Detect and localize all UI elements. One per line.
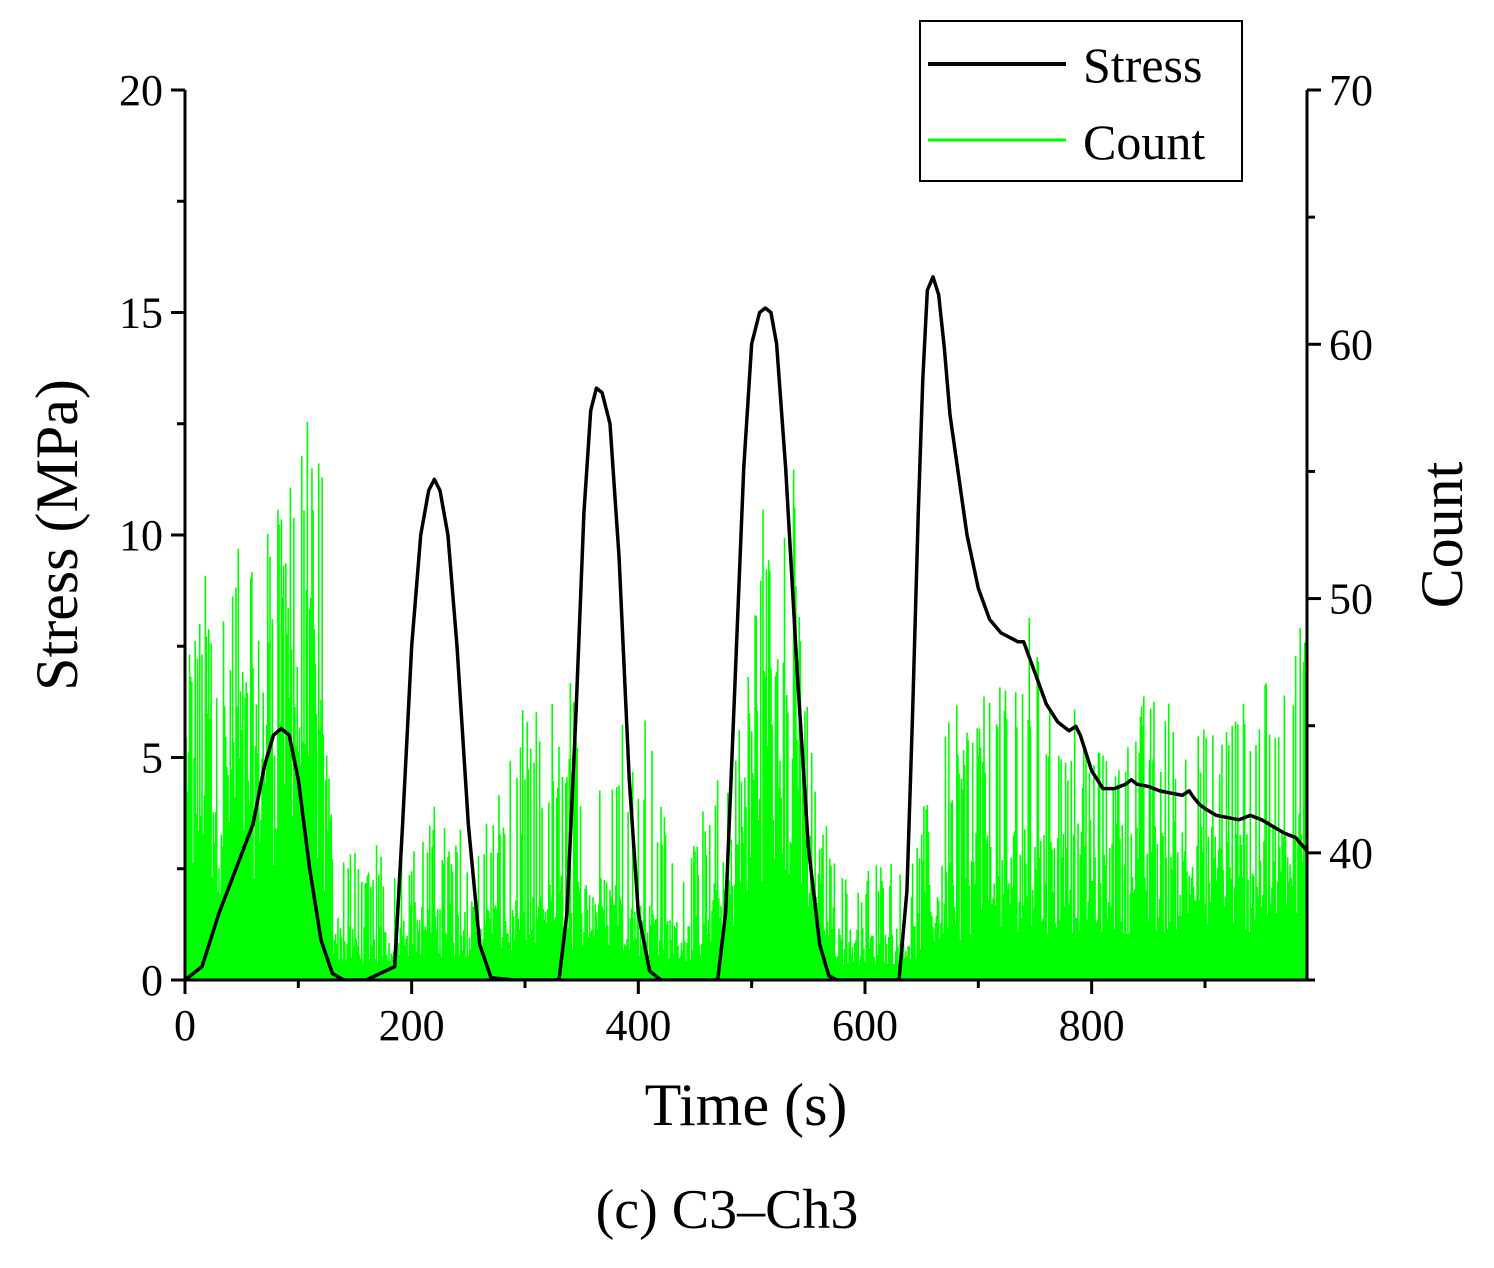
x-tick-label: 200 <box>379 1001 445 1050</box>
y-tick-label: 0 <box>141 956 163 1005</box>
count-series <box>185 421 1307 980</box>
count-spikes <box>185 421 1307 980</box>
y2-tick-label: 60 <box>1329 320 1373 369</box>
x-axis-title: Time (s) <box>645 1072 848 1138</box>
x-tick-label: 400 <box>605 1001 671 1050</box>
figure-caption: (c) C3–Ch3 <box>596 1179 859 1241</box>
y2-tick-label: 40 <box>1329 829 1373 878</box>
y2-axis-title: Count <box>1409 461 1475 608</box>
legend-stress-label: Stress <box>1083 37 1202 93</box>
stress-series <box>185 275 1307 980</box>
y2-tick-label: 50 <box>1329 575 1373 624</box>
x-tick-label: 0 <box>174 1001 196 1050</box>
y-axis-title: Stress (MPa) <box>24 379 90 691</box>
legend-box <box>919 20 1243 182</box>
y-tick-label: 15 <box>119 289 163 338</box>
y2-tick-label: 70 <box>1329 66 1373 115</box>
x-tick-label: 800 <box>1059 1001 1125 1050</box>
stress-line <box>185 275 1307 980</box>
legend-count-label: Count <box>1083 114 1205 170</box>
y-tick-label: 5 <box>141 734 163 783</box>
y-tick-label: 10 <box>119 511 163 560</box>
legend: Stress Count <box>919 20 1243 182</box>
y-tick-label: 20 <box>119 66 163 115</box>
x-tick-label: 600 <box>832 1001 898 1050</box>
ticks: 0 200 400 600 800 0 5 10 15 20 40 50 60 70 <box>119 66 1373 1050</box>
